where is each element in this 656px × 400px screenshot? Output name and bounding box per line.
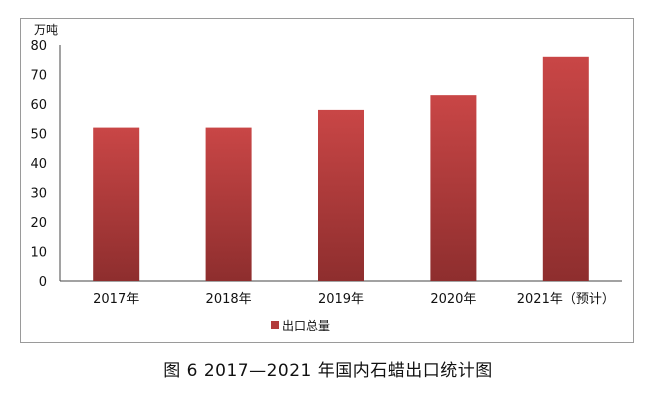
y-tick-label: 50 xyxy=(30,128,47,143)
bar xyxy=(93,127,140,281)
y-tick-label: 20 xyxy=(30,216,47,231)
y-tick-label: 70 xyxy=(30,69,47,84)
bar xyxy=(318,109,364,282)
legend-label: 出口总量 xyxy=(282,319,330,333)
y-tick-label: 0 xyxy=(39,275,47,290)
y-tick-label: 80 xyxy=(30,39,47,54)
figure-caption: 图 6 2017—2021 年国内石蜡出口统计图 xyxy=(163,361,493,381)
bars-group xyxy=(93,56,589,282)
bar xyxy=(205,127,252,281)
y-tick-label: 60 xyxy=(30,98,47,113)
y-tick-label: 40 xyxy=(30,157,47,172)
legend-swatch xyxy=(271,321,279,329)
x-tick-label: 2019年 xyxy=(318,292,364,307)
y-unit-label: 万吨 xyxy=(34,23,58,37)
bar xyxy=(430,95,477,282)
legend: 出口总量 xyxy=(271,319,330,333)
bar xyxy=(542,56,589,281)
x-tick-label: 2020年 xyxy=(430,292,476,307)
x-tick-labels: 2017年 2018年 2019年 2020年 2021年（预计） xyxy=(93,292,615,307)
y-tick-label: 10 xyxy=(30,246,47,261)
x-tick-label: 2021年（预计） xyxy=(517,292,615,307)
y-tick-label: 30 xyxy=(30,187,47,202)
x-tick-label: 2017年 xyxy=(93,292,139,307)
y-tick-labels: 0 10 20 30 40 50 60 70 80 xyxy=(30,39,47,290)
x-tick-label: 2018年 xyxy=(206,292,252,307)
